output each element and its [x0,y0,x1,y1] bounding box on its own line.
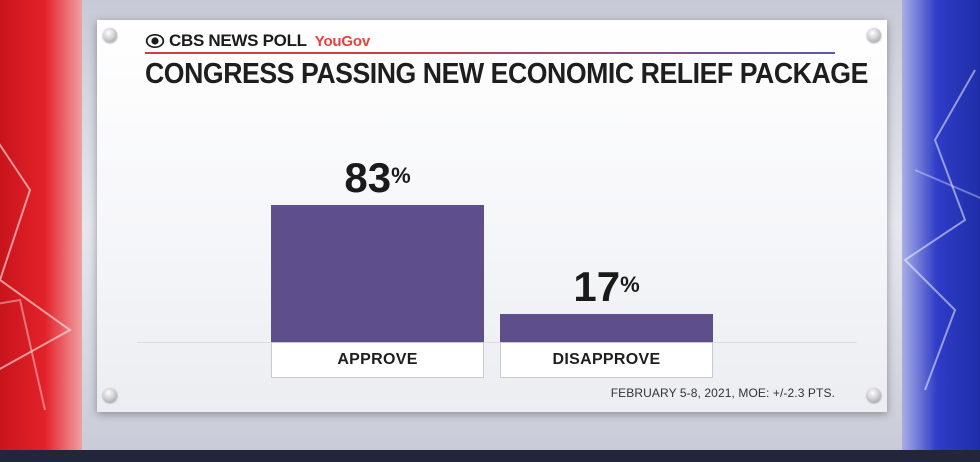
screw-icon [867,28,881,42]
bar-approve [271,205,484,342]
cbs-eye-logo-icon [145,34,165,48]
category-label-disapprove: DISAPPROVE [500,342,713,378]
screw-icon [867,388,881,402]
value-label-disapprove: 17% [500,262,713,310]
value-number: 17 [573,262,621,310]
background-red-panel [0,0,82,450]
source-note: FEBRUARY 5-8, 2021, MOE: +/-2.3 PTS. [610,386,835,400]
background-blue-panel [902,0,980,450]
category-label-approve: APPROVE [271,342,484,378]
value-unit: % [620,271,640,297]
network-name: CBS NEWS POLL [169,31,307,50]
value-label-approve: 83% [271,157,484,199]
partner-name: YouGov [314,32,370,50]
chart-baseline [137,342,857,343]
chart-panel: CBS NEWS POLL YouGov CONGRESS PASSING NE… [97,20,887,412]
chart-title: CONGRESS PASSING NEW ECONOMIC RELIEF PAC… [145,58,868,90]
star-outline-left-icon [0,143,72,410]
header-rule [145,52,835,54]
value-number: 83 [344,154,392,202]
value-unit: % [391,163,411,189]
screw-icon [103,28,117,42]
bottom-strip [0,450,980,462]
star-outline-right-icon [903,69,980,391]
screw-icon [103,388,117,402]
bar-disapprove [500,313,713,342]
poll-branding: CBS NEWS POLL YouGov [145,30,370,52]
